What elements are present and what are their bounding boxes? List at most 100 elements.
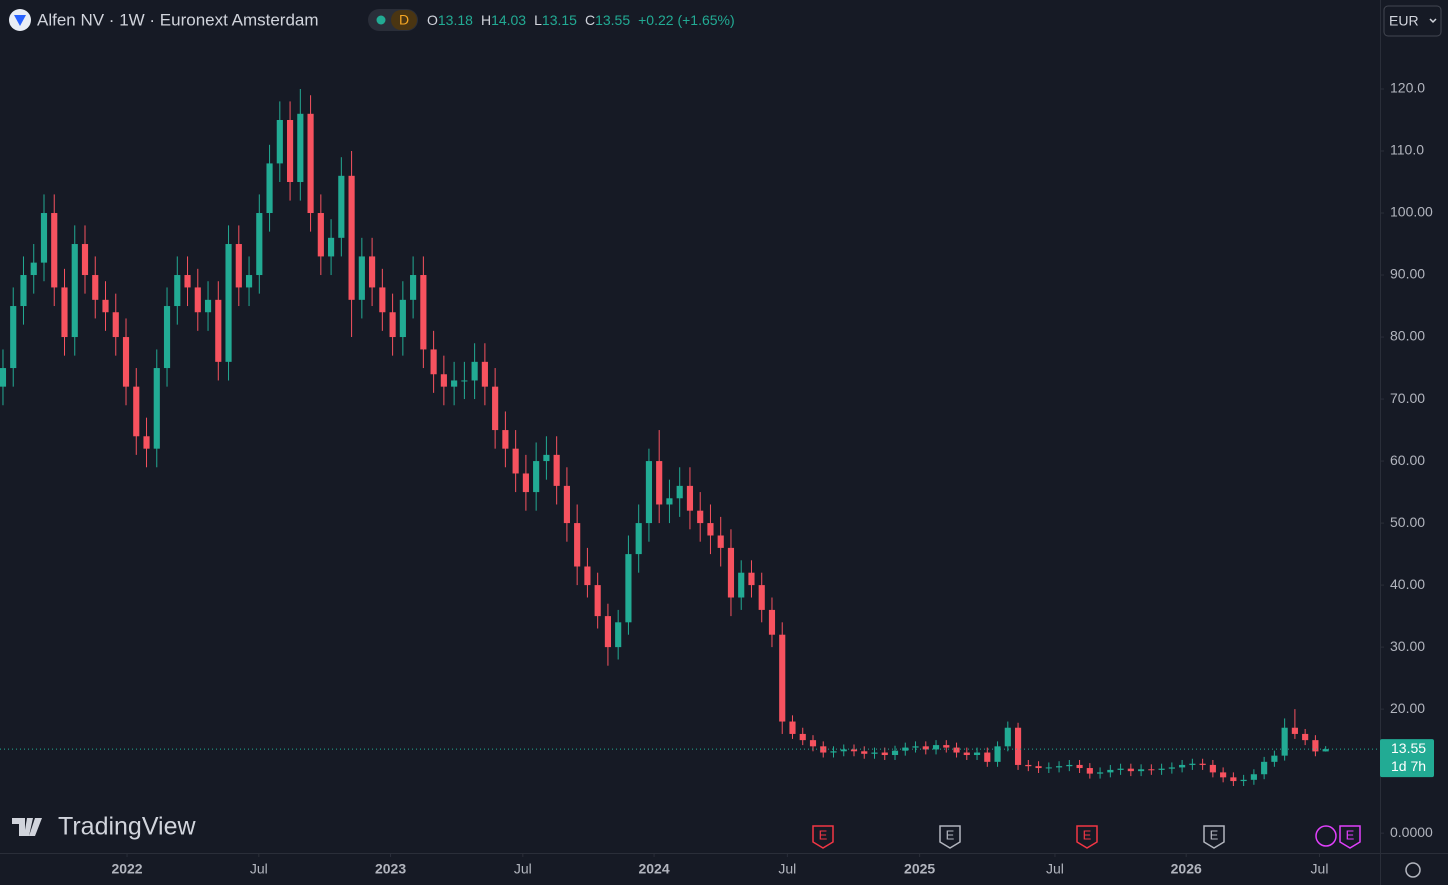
y-tick-label: 70.00 [1390, 390, 1425, 406]
candle-body [225, 244, 232, 362]
event-label: E [1083, 827, 1092, 842]
candle-body [850, 749, 858, 752]
candle-body [492, 386, 499, 431]
candle-body [1086, 768, 1093, 774]
x-tick-label: Jul [514, 861, 532, 877]
candle-body [1291, 727, 1298, 734]
candle-body [1138, 769, 1145, 772]
candle-body [522, 473, 529, 493]
candle-body [830, 751, 837, 753]
candle-body [994, 746, 1001, 762]
candle-body [604, 616, 611, 648]
candle-body [122, 337, 130, 387]
candle-body [1312, 740, 1319, 752]
candle-body [389, 312, 396, 338]
event-marker [1076, 825, 1098, 849]
candle-body [717, 535, 724, 548]
x-tick-label: 2024 [638, 861, 669, 877]
candle-body [112, 312, 119, 338]
ohlc-key: C [585, 12, 595, 28]
candle-body [1055, 766, 1063, 768]
candle-body [1302, 733, 1309, 741]
candle-body [1014, 727, 1022, 765]
brand-name: TradingView [58, 813, 197, 841]
x-tick-label: Jul [250, 861, 268, 877]
candle-body [1148, 769, 1155, 771]
event-label: E [1210, 827, 1219, 842]
x-tick-label: 2025 [904, 861, 935, 877]
candle-body [358, 256, 365, 300]
ohlc-value: 13.55 [595, 12, 630, 28]
candle-body [656, 461, 663, 505]
candle-body [369, 256, 376, 288]
candle-body [328, 237, 335, 257]
change: +0.22 (+1.65%) [638, 12, 735, 28]
dropdown-arrow [1429, 18, 1437, 24]
y-tick-label: 60.00 [1390, 452, 1425, 468]
y-tick-label: 20.00 [1390, 700, 1425, 716]
candle-body [1004, 727, 1011, 747]
candle-body [1322, 749, 1329, 752]
event-marker [1203, 825, 1225, 849]
candle-body [912, 746, 919, 748]
candle-body [430, 349, 437, 375]
candle-body [871, 752, 878, 754]
event-label: E [1346, 827, 1355, 842]
y-tick-label: 100.00 [1390, 204, 1433, 220]
candle-body [1230, 777, 1237, 782]
ohlc-readout: O13.18 H14.03 L13.15 C13.55 +0.22 (+1.65%) [427, 12, 735, 28]
candle-body [1271, 755, 1278, 762]
candle-body [820, 746, 827, 753]
settings-icon[interactable] [1405, 862, 1421, 878]
candle-body [779, 634, 786, 722]
candle-body [676, 485, 683, 499]
candle-body [840, 749, 847, 752]
currency-button[interactable] [1383, 5, 1442, 37]
candle-body [184, 275, 191, 288]
x-tick-label: 2022 [111, 861, 142, 877]
candle-body [686, 485, 694, 511]
candle-body [348, 175, 355, 300]
header: Alfen NV · 1W · Euronext Amsterdam D O13… [9, 9, 735, 31]
candle-body [276, 119, 283, 164]
candle-body [481, 361, 488, 387]
event-marker [1339, 825, 1361, 849]
candle-body [1199, 763, 1206, 765]
candle-body [748, 572, 755, 586]
candle-body [543, 454, 550, 462]
candle-body [0, 368, 7, 387]
ohlc-key: H [481, 12, 491, 28]
candle-body [20, 275, 27, 307]
candle-body [533, 461, 540, 493]
candle-body [1035, 766, 1042, 769]
candle-body [553, 454, 560, 486]
y-tick-label: 120.0 [1390, 80, 1425, 96]
y-tick-label: 0.0000 [1390, 824, 1433, 840]
event-marker [939, 825, 961, 849]
candle-body [1261, 761, 1268, 775]
candle-body [1045, 767, 1052, 769]
y-tick-label: 40.00 [1390, 576, 1425, 592]
candle-body [963, 752, 970, 756]
candle-body [1189, 763, 1196, 765]
candle-body [738, 572, 745, 598]
candle-body [1209, 764, 1216, 773]
candle-body [594, 585, 601, 617]
candle-body [10, 306, 17, 369]
candle-body [973, 752, 981, 756]
candle-body [1076, 764, 1083, 769]
status-dot [376, 15, 386, 25]
candle-body [1107, 769, 1114, 773]
event-label: E [819, 827, 828, 842]
y-tick-label: 110.0 [1390, 142, 1424, 158]
candle-body [1168, 767, 1175, 769]
candle-body [92, 275, 99, 300]
candle-body [256, 213, 263, 276]
x-tick-label: Jul [1046, 861, 1064, 877]
candle-body [922, 746, 929, 750]
ohlc-value: 14.03 [491, 12, 526, 28]
candle-body [163, 306, 171, 369]
y-tick-label: 30.00 [1390, 638, 1425, 654]
